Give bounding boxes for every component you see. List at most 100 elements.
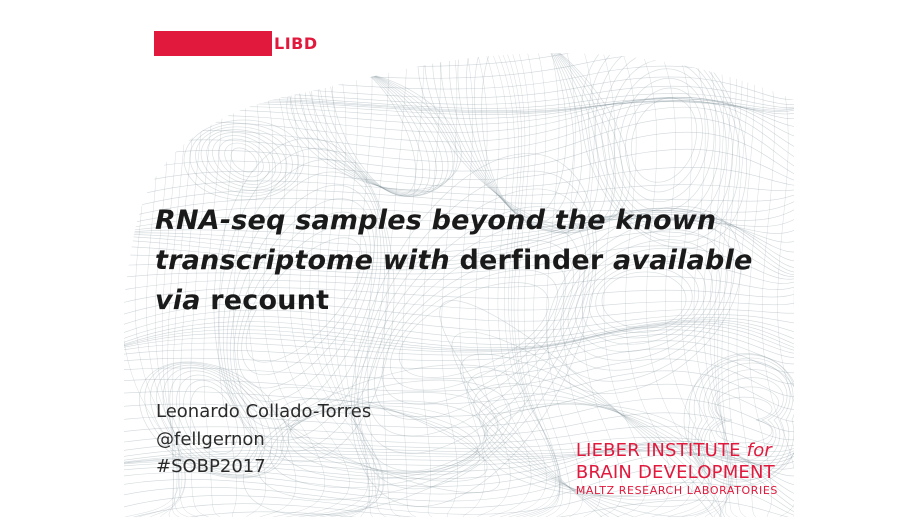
mesh-line: [233, 198, 375, 402]
brain-mesh-illustration: [124, 53, 794, 517]
mesh-line: [124, 100, 794, 119]
mesh-line: [588, 53, 740, 244]
title-part-2: derfinder: [459, 245, 604, 276]
mesh-line: [124, 97, 794, 140]
mesh-line: [736, 53, 769, 517]
mesh-line: [473, 383, 715, 517]
mesh-line: [233, 53, 266, 517]
mesh-line: [124, 302, 794, 329]
mesh-line: [367, 53, 405, 517]
mesh-line: [124, 214, 794, 243]
mesh-line: [124, 131, 794, 183]
mesh-line: [124, 436, 794, 453]
mesh-line: [721, 53, 758, 517]
mesh-line: [466, 53, 582, 228]
institute-logo: LIEBER INSTITUTE for BRAIN DEVELOPMENT M…: [576, 440, 778, 498]
mesh-line: [507, 53, 560, 517]
mesh-line: [440, 53, 608, 234]
institute-for: for: [746, 440, 773, 461]
mesh-line: [269, 391, 499, 489]
mesh-line: [297, 53, 383, 517]
mesh-line: [124, 245, 794, 280]
mesh-line: [351, 153, 597, 507]
mesh-line: [212, 135, 276, 185]
mesh-line: [332, 53, 373, 517]
mesh-line: [124, 437, 794, 463]
mesh-line: [124, 260, 794, 284]
mesh-line: [230, 184, 378, 416]
libd-logo-bar: [154, 31, 272, 56]
mesh-line: [546, 206, 742, 394]
mesh-line: [124, 436, 794, 459]
mesh-line: [124, 466, 794, 517]
mesh-line: [715, 396, 773, 444]
mesh-line: [283, 53, 385, 517]
mesh-line: [703, 53, 734, 517]
mesh-line: [124, 294, 794, 318]
title-part-4: recount: [210, 285, 330, 316]
mesh-line: [472, 53, 511, 517]
mesh-line: [237, 211, 371, 389]
mesh-line: [189, 53, 234, 517]
mesh-line: [124, 412, 794, 441]
mesh-line: [381, 255, 567, 405]
mesh-line: [761, 53, 794, 517]
mesh-line: [241, 224, 367, 376]
mesh-line: [213, 137, 395, 463]
author-block: Leonardo Collado-Torres @fellgernon #SOB…: [156, 398, 371, 481]
mesh-line: [314, 53, 379, 517]
mesh-line: [457, 53, 591, 231]
mesh-line: [183, 119, 305, 201]
mesh-line: [390, 269, 558, 391]
mesh-line: [280, 398, 488, 482]
mesh-line: [124, 117, 794, 176]
mesh-line: [533, 53, 571, 517]
mesh-line: [222, 159, 386, 441]
mesh-line: [124, 217, 794, 234]
mesh-line: [270, 53, 380, 517]
mesh-line: [343, 53, 370, 517]
institute-line-3: MALTZ RESEARCH LABORATORIES: [575, 484, 778, 497]
mesh-line: [124, 231, 794, 277]
mesh-line: [714, 53, 743, 517]
mesh-line: [496, 53, 561, 517]
mesh-line: [124, 220, 794, 276]
mesh-line: [124, 276, 794, 292]
presentation-title: RNA-seq samples beyond the known transcr…: [155, 201, 775, 321]
mesh-line: [124, 444, 794, 509]
mesh-line: [156, 364, 272, 476]
mesh-line: [398, 282, 550, 378]
mesh-line: [243, 364, 525, 516]
mesh-line: [523, 53, 563, 517]
mesh-line: [124, 326, 794, 355]
mesh-line: [124, 443, 794, 477]
mesh-line: [124, 348, 794, 385]
mesh-line: [124, 447, 794, 466]
mesh-line: [287, 405, 481, 475]
mesh-line: [560, 229, 728, 371]
mesh-line: [607, 59, 721, 221]
mesh-line: [218, 53, 246, 517]
mesh-line: [124, 370, 794, 410]
mesh-line: [124, 189, 794, 222]
mesh-line: [424, 53, 624, 232]
mesh-line: [260, 53, 368, 517]
mesh-line: [401, 53, 440, 517]
mesh-line: [124, 167, 794, 190]
mesh-line: [124, 440, 794, 498]
mesh-line: [480, 53, 532, 517]
mesh-line: [290, 407, 478, 473]
author-name: Leonardo Collado-Torres: [156, 401, 372, 422]
mesh-line: [183, 380, 245, 460]
mesh-line: [169, 370, 259, 470]
mesh-line: [581, 53, 747, 249]
mesh-line: [467, 370, 721, 517]
mesh-line: [124, 321, 794, 352]
mesh-line: [617, 53, 672, 517]
mesh-line: [178, 53, 226, 517]
mesh-line: [124, 285, 794, 306]
mesh-line: [704, 377, 784, 463]
institute-name: LIEBER INSTITUTE: [575, 440, 747, 461]
mesh-line: [189, 123, 299, 197]
mesh-line: [224, 142, 264, 178]
